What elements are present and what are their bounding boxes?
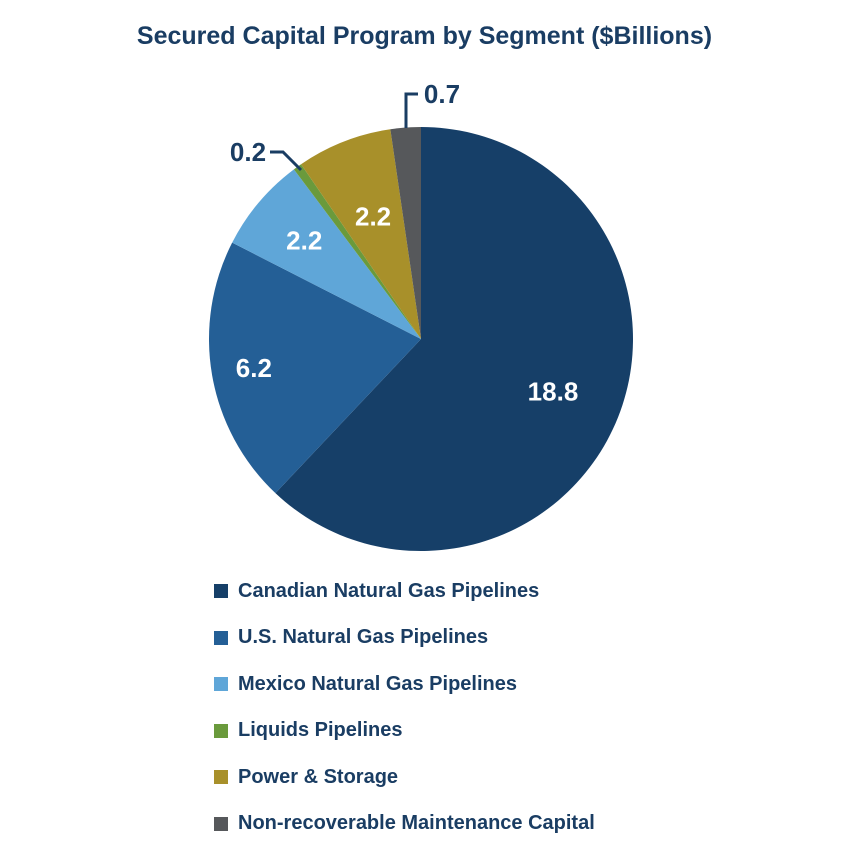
data-label-mexico-gas: 2.2 xyxy=(286,226,322,256)
pie-slice-canadian-gas xyxy=(275,127,633,551)
legend-swatch xyxy=(214,677,228,692)
data-label-us-gas: 6.2 xyxy=(236,353,272,383)
legend-swatch xyxy=(214,816,228,831)
legend-label: U.S. Natural Gas Pipelines xyxy=(238,626,489,649)
leader-line-liquids xyxy=(270,150,303,172)
legend-label: Mexico Natural Gas Pipelines xyxy=(238,672,517,695)
legend-label: Non-recoverable Maintenance Capital xyxy=(238,812,595,835)
legend-swatch xyxy=(214,770,228,785)
legend-item-canadian-gas: Canadian Natural Gas Pipelines xyxy=(214,568,595,615)
leader-line-maintenance xyxy=(404,92,418,128)
pie-slice-mexico-gas xyxy=(232,169,421,339)
legend: Canadian Natural Gas Pipelines U.S. Natur… xyxy=(214,568,595,847)
legend-swatch xyxy=(214,584,228,599)
data-label-liquids: 0.2 xyxy=(230,137,266,167)
pie-slice-maintenance xyxy=(390,127,421,339)
data-label-maintenance: 0.7 xyxy=(424,79,460,109)
legend-item-maintenance: Non-recoverable Maintenance Capital xyxy=(214,801,595,848)
data-label-power-storage: 2.2 xyxy=(355,202,391,232)
pie-slice-power-storage xyxy=(301,129,421,339)
legend-item-liquids: Liquids Pipelines xyxy=(214,708,595,755)
legend-swatch xyxy=(214,630,228,645)
pie-slice-us-gas xyxy=(209,242,421,494)
pie-slice-liquids xyxy=(293,164,421,339)
legend-item-us-gas: U.S. Natural Gas Pipelines xyxy=(214,615,595,662)
legend-label: Canadian Natural Gas Pipelines xyxy=(238,579,540,602)
data-label-canadian-gas: 18.8 xyxy=(528,376,579,406)
chart-title: Secured Capital Program by Segment ($Bil… xyxy=(136,22,713,50)
legend-item-power-storage: Power & Storage xyxy=(214,754,595,801)
legend-label: Liquids Pipelines xyxy=(238,719,403,742)
legend-item-mexico-gas: Mexico Natural Gas Pipelines xyxy=(214,661,595,708)
legend-swatch xyxy=(214,723,228,738)
legend-label: Power & Storage xyxy=(238,765,399,788)
